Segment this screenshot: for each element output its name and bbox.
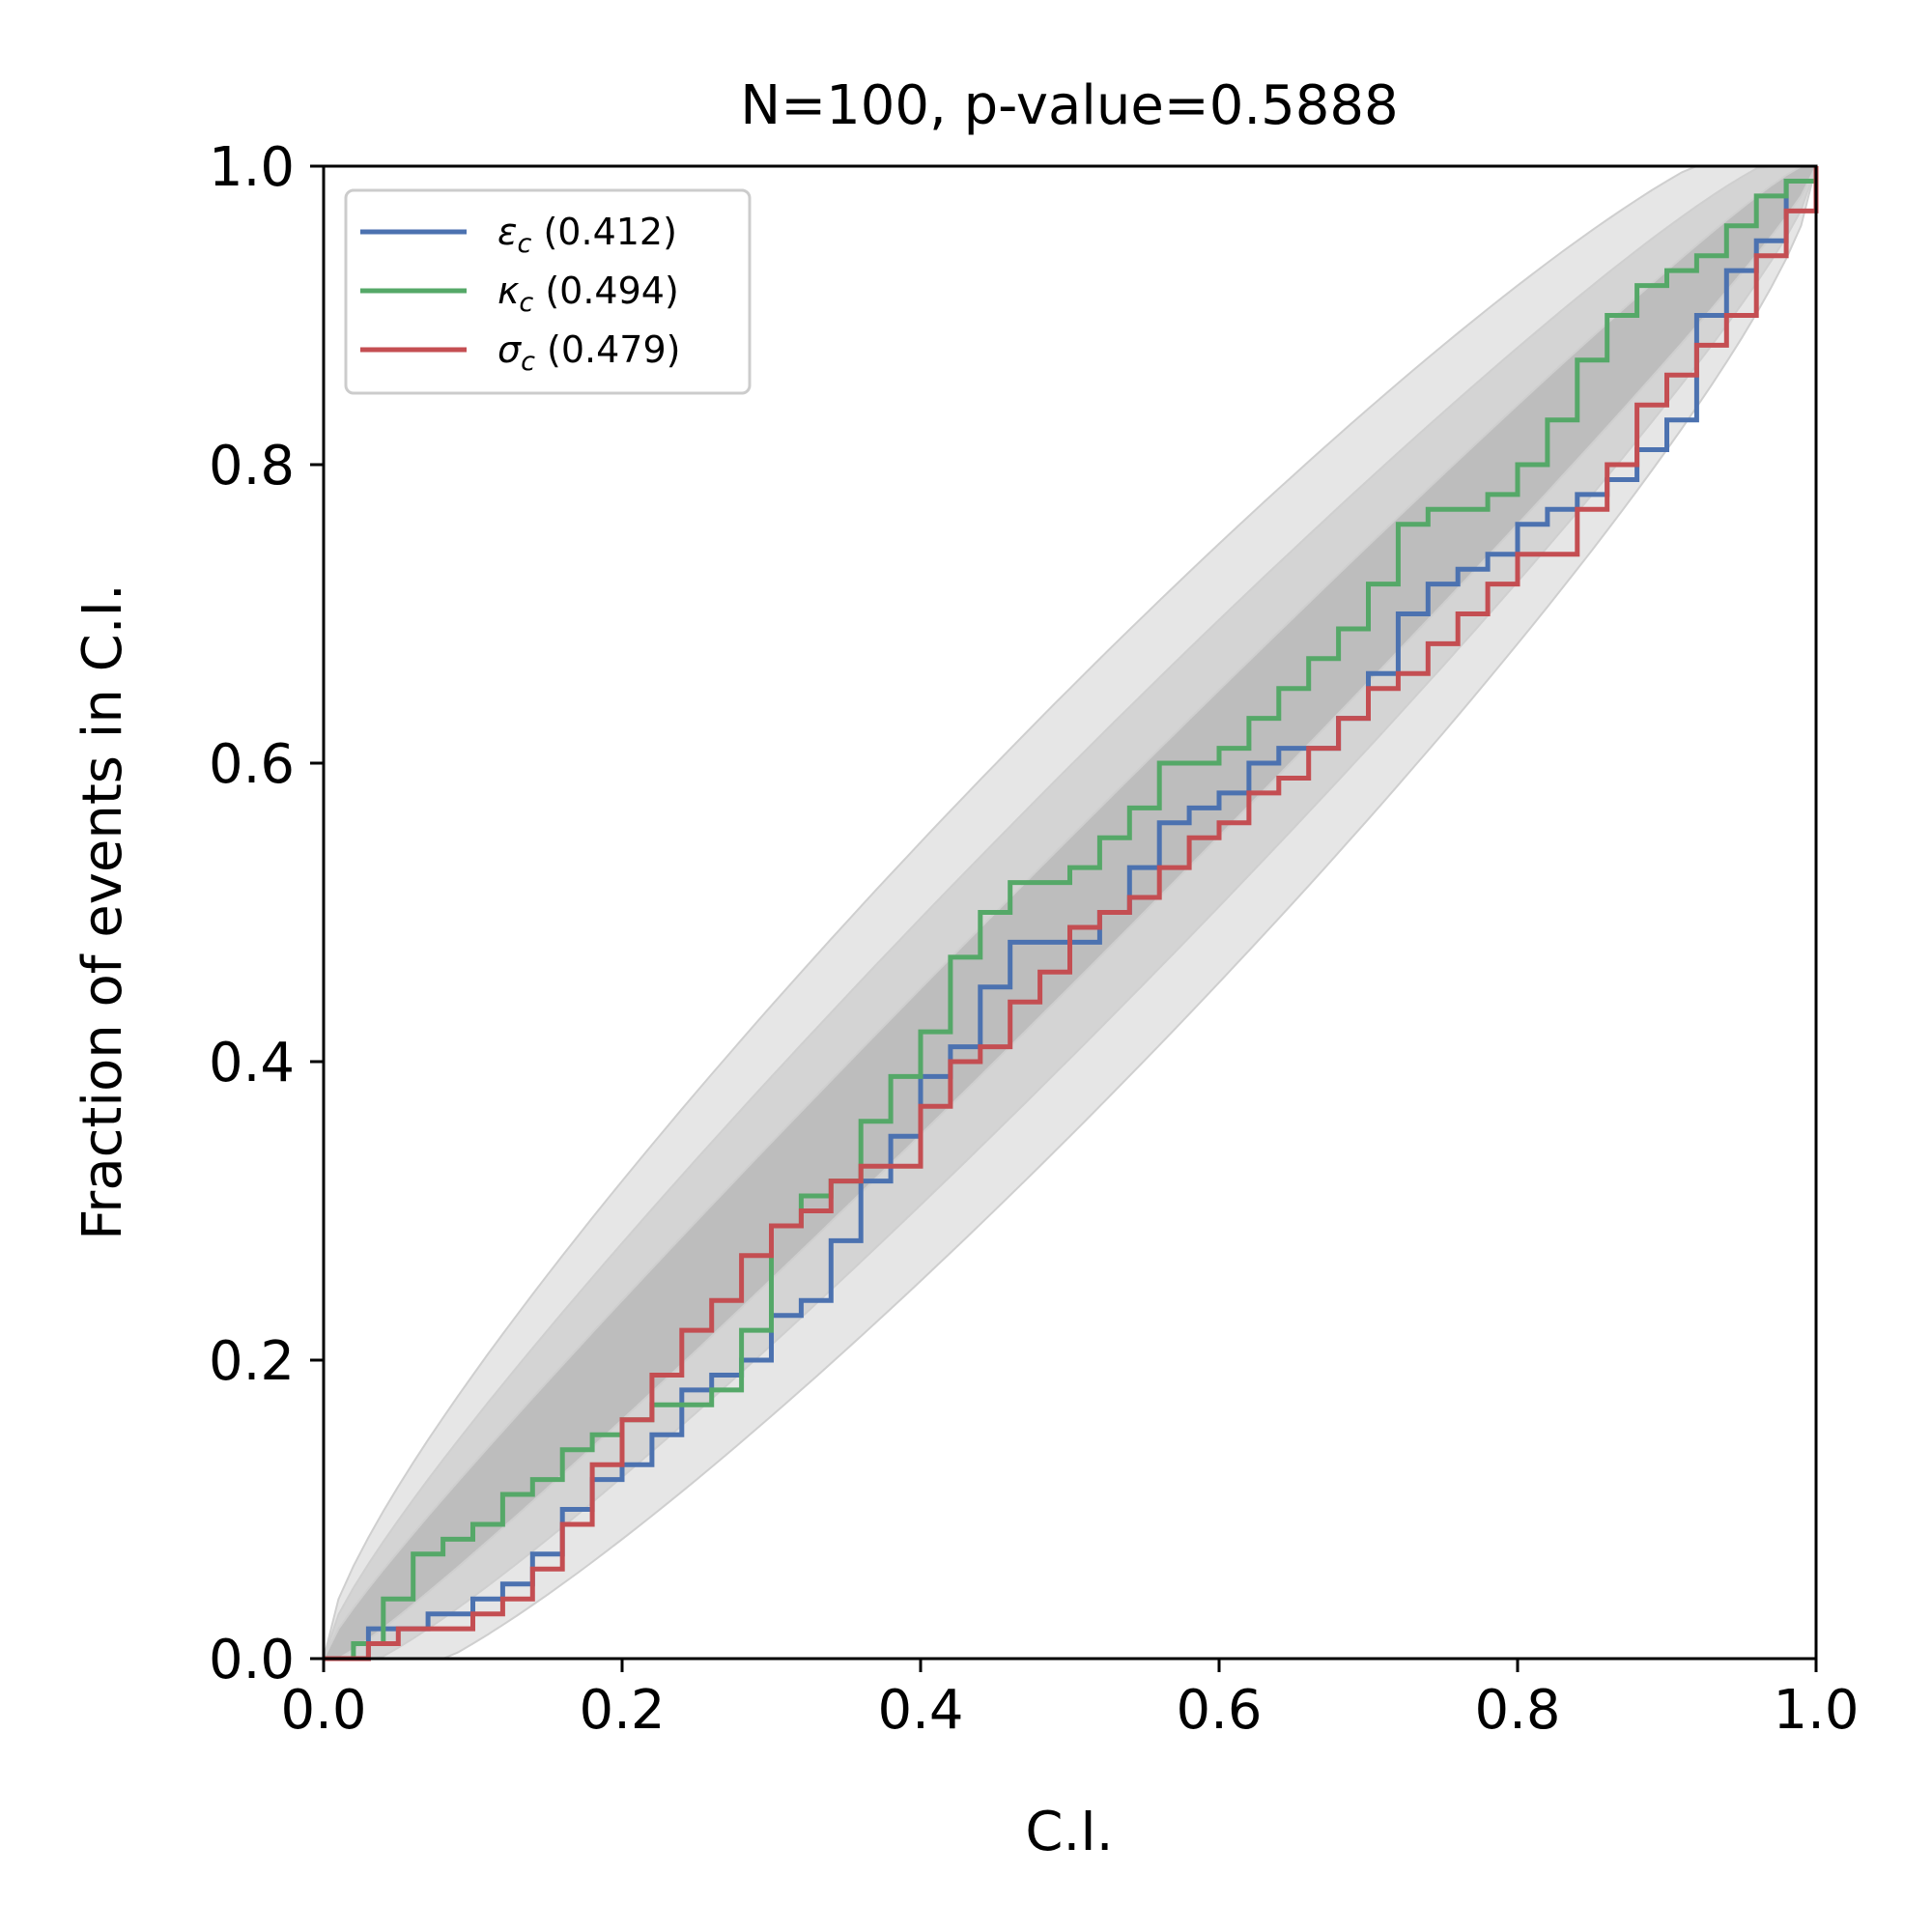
y-tick-label: 0.6 <box>209 733 295 796</box>
y-tick-label: 0.8 <box>209 435 295 497</box>
legend-entry-label: κc (0.494) <box>497 270 679 318</box>
x-tick-label: 0.8 <box>1474 1679 1560 1742</box>
confidence-bands <box>322 164 1818 1661</box>
y-axis-label: Fraction of events in C.I. <box>71 583 134 1240</box>
series-lines <box>324 166 1819 1662</box>
legend-entry-label: εc (0.412) <box>497 211 677 259</box>
x-tick-label: 1.0 <box>1773 1679 1859 1742</box>
x-tick-label: 0.4 <box>877 1679 963 1742</box>
legend-box <box>344 188 752 395</box>
legend-entries: εc (0.412) κc (0.494) σc (0.479) <box>360 211 680 377</box>
x-tick-label: 0.0 <box>280 1679 366 1742</box>
axes-frame <box>322 164 1818 1661</box>
x-tick-label: 0.6 <box>1176 1679 1262 1742</box>
x-tick-label: 0.2 <box>579 1679 665 1742</box>
y-tick-label: 1.0 <box>209 136 295 199</box>
series-line-sigma <box>324 166 1819 1662</box>
y-tick-label: 0.0 <box>209 1629 295 1691</box>
y-axis-ticks: 0.0 0.2 0.4 0.6 0.8 1.0 <box>209 136 324 1691</box>
legend-entry-label: σc (0.479) <box>497 328 680 377</box>
y-tick-label: 0.4 <box>209 1032 295 1094</box>
x-axis-label: C.I. <box>1025 1801 1113 1863</box>
chart-title: N=100, p-value=0.5888 <box>740 74 1398 137</box>
x-axis-ticks: 0.0 0.2 0.4 0.6 0.8 1.0 <box>280 1659 1860 1742</box>
series-line-kappa <box>324 166 1819 1662</box>
y-tick-label: 0.2 <box>209 1330 295 1393</box>
legend: εc (0.412) κc (0.494) σc (0.479) <box>344 188 752 395</box>
